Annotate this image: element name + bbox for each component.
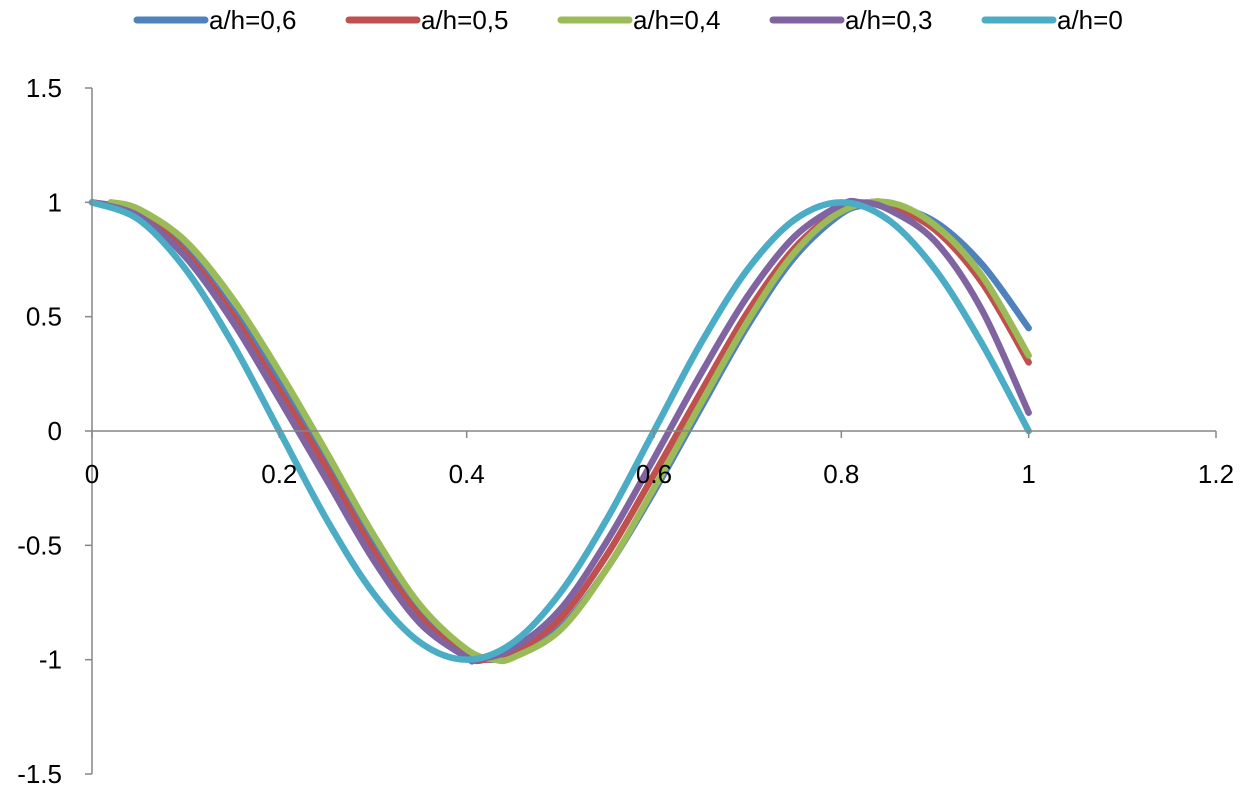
y-ticks: 1.5 1 0.5 0 -0.5 -1 -1.5 xyxy=(17,73,92,789)
legend-label-0: a/h=0,6 xyxy=(209,5,296,35)
x-tick-label: 1 xyxy=(1021,459,1035,489)
legend: a/h=0,6 a/h=0,5 a/h=0,4 a/h=0,3 a/h=0 xyxy=(133,5,1123,35)
x-tick-label: 0.6 xyxy=(636,459,672,489)
x-tick-label: 1.2 xyxy=(1198,459,1234,489)
y-tick-label: 0.5 xyxy=(26,302,62,332)
x-tick-label: 0.8 xyxy=(823,459,859,489)
x-tick-label: 0.4 xyxy=(449,459,485,489)
legend-label-3: a/h=0,3 xyxy=(845,5,932,35)
y-tick-label: 0 xyxy=(48,416,62,446)
y-tick-label: 1.5 xyxy=(26,73,62,103)
x-tick-label: 0 xyxy=(85,459,99,489)
series-line-4 xyxy=(88,199,1032,663)
legend-label-2: a/h=0,4 xyxy=(633,5,720,35)
y-tick-label: 1 xyxy=(48,187,62,217)
y-tick-label: -1 xyxy=(39,645,62,675)
series-layer xyxy=(88,197,1032,665)
legend-label-4: a/h=0 xyxy=(1057,5,1123,35)
legend-label-1: a/h=0,5 xyxy=(421,5,508,35)
y-tick-label: -0.5 xyxy=(17,530,62,560)
y-tick-label: -1.5 xyxy=(17,759,62,789)
x-tick-label: 0.2 xyxy=(261,459,297,489)
series-line-3 xyxy=(88,197,1032,665)
x-ticks: 0 0.2 0.4 0.6 0.8 1 1.2 xyxy=(85,431,1234,489)
